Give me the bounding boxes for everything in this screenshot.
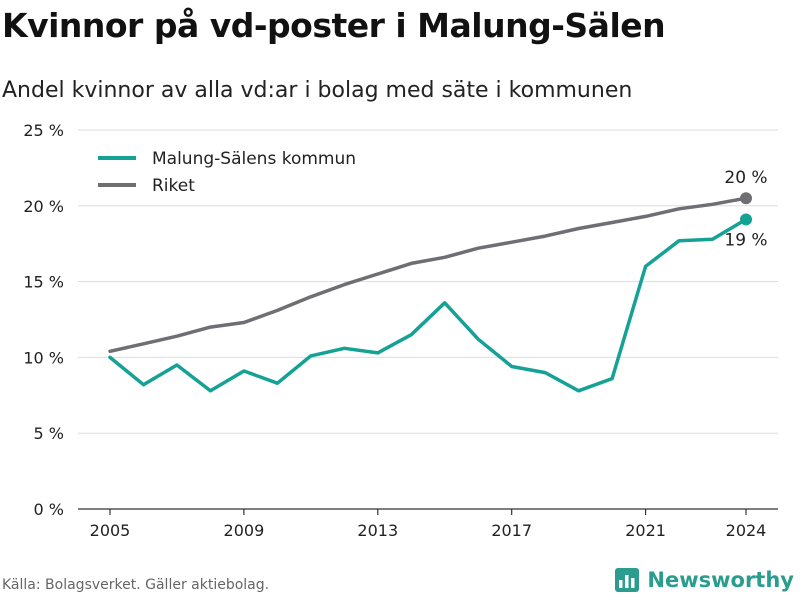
y-tick-label: 25 % — [23, 121, 64, 140]
end-marker-malung-salen — [740, 213, 752, 226]
series-line-riket — [108, 196, 748, 354]
bar-chart-logo-icon — [615, 568, 640, 592]
y-tick-label: 15 % — [23, 273, 64, 292]
source-note: Källa: Bolagsverket. Gäller aktiebolag. — [2, 577, 270, 593]
x-tick-label: 2009 — [224, 521, 265, 540]
y-tick-label: 10 % — [23, 348, 64, 367]
brand-logo: Newsworthy — [615, 568, 794, 592]
y-tick-label: 0 % — [34, 500, 64, 519]
y-tick-label: 5 % — [34, 424, 64, 443]
x-tick-label: 2005 — [90, 521, 131, 540]
chart-title: Kvinnor på vd-poster i Malung-Sälen — [2, 6, 666, 45]
x-tick-label: 2013 — [357, 521, 398, 540]
brand-name: Newsworthy — [647, 568, 794, 592]
x-tick-label: 2017 — [491, 521, 532, 540]
x-tick-label: 2024 — [726, 521, 767, 540]
x-tick-label: 2021 — [625, 521, 666, 540]
legend-label-malung-salen: Malung-Sälens kommun — [152, 149, 356, 169]
y-tick-label: 20 % — [23, 197, 64, 216]
end-marker-riket — [740, 192, 752, 205]
end-label-riket: 20 % — [724, 168, 767, 188]
series-line-malung-salen — [108, 217, 748, 393]
chart-subtitle: Andel kvinnor av alla vd:ar i bolag med … — [2, 78, 633, 103]
legend-label-riket: Riket — [152, 176, 195, 196]
line-chart: 0 % 5 % 10 % 15 % 20 % 25 % 2005 2009 2013 2017 20… — [23, 121, 778, 540]
end-label-malung-salen: 19 % — [724, 230, 767, 250]
